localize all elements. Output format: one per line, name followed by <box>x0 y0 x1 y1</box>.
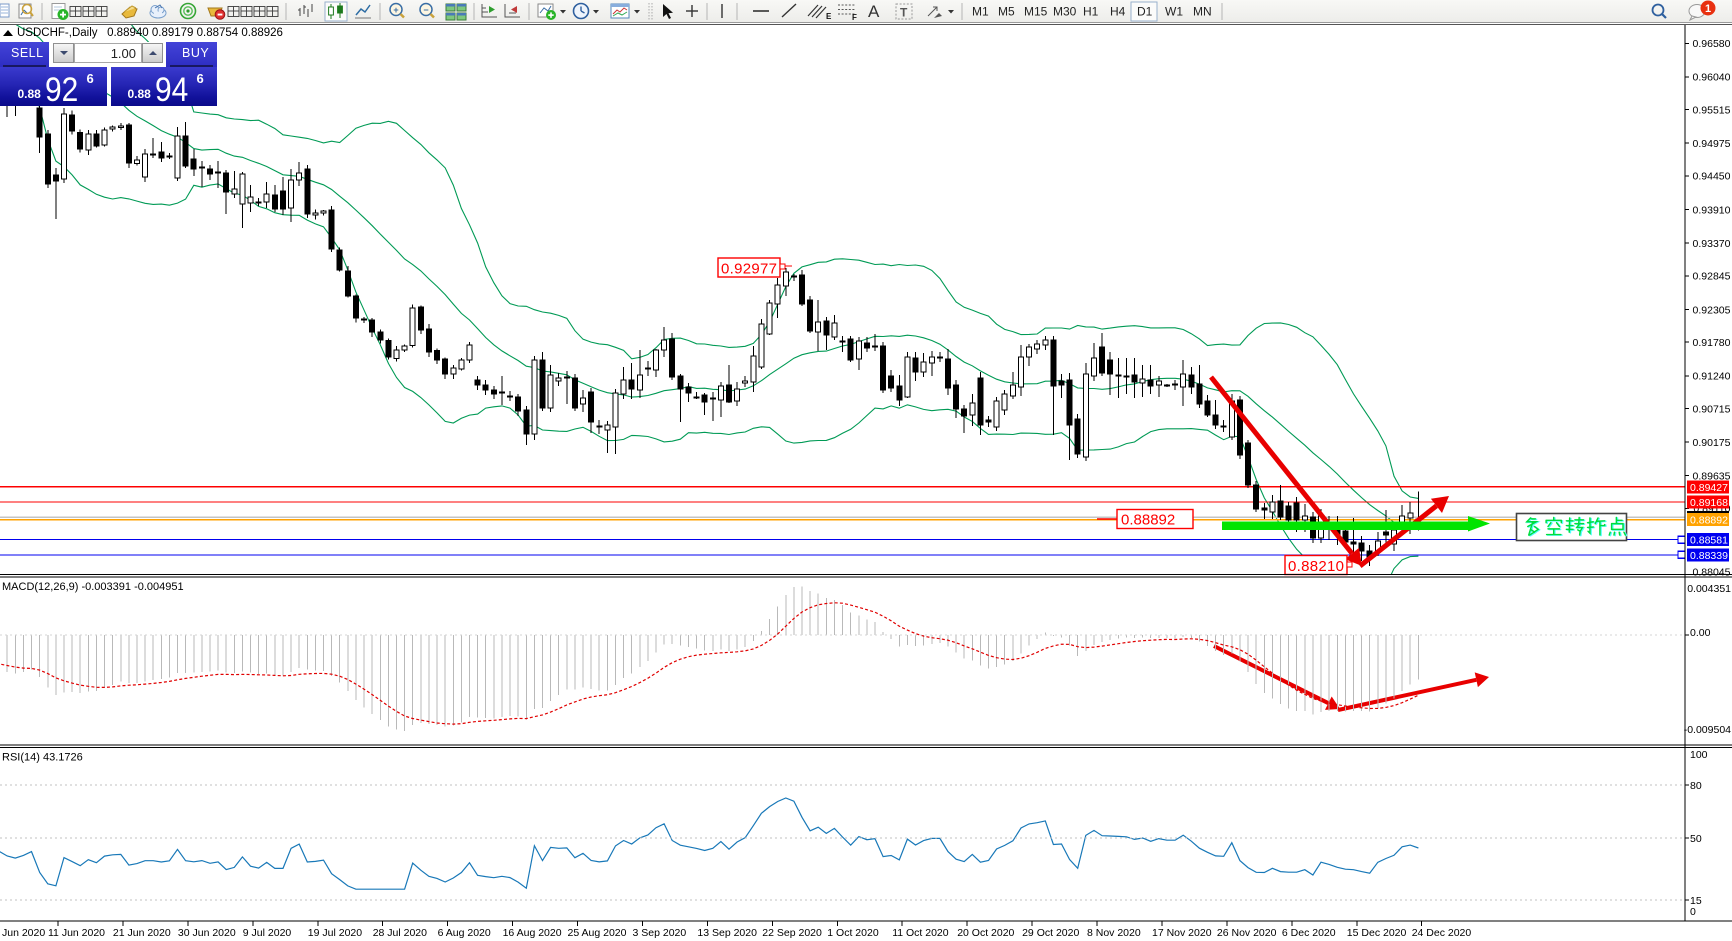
svg-text:MN: MN <box>1193 5 1212 19</box>
svg-text:M5: M5 <box>998 5 1015 19</box>
svg-text:0.92845: 0.92845 <box>1693 271 1731 283</box>
svg-text:0.88892: 0.88892 <box>1690 515 1728 527</box>
svg-text:-0.009504: -0.009504 <box>1684 724 1731 736</box>
svg-text:M30: M30 <box>1053 5 1077 19</box>
svg-text:0.00: 0.00 <box>1690 627 1711 639</box>
svg-text:0.95515: 0.95515 <box>1693 104 1731 116</box>
svg-text:0.88892: 0.88892 <box>1121 512 1175 529</box>
svg-text:8 Nov 2020: 8 Nov 2020 <box>1087 927 1141 939</box>
svg-text:Jun 2020: Jun 2020 <box>2 927 45 939</box>
svg-text:6 Aug 2020: 6 Aug 2020 <box>438 927 491 939</box>
svg-text:E: E <box>826 12 832 21</box>
svg-text:0: 0 <box>1690 906 1696 918</box>
svg-text:15: 15 <box>1690 895 1702 907</box>
svg-text:24 Dec 2020: 24 Dec 2020 <box>1412 927 1472 939</box>
svg-text:0.93370: 0.93370 <box>1693 238 1731 250</box>
svg-text:0.89635: 0.89635 <box>1693 471 1731 483</box>
svg-text:11 Oct 2020: 11 Oct 2020 <box>892 927 949 939</box>
svg-text:1 Oct 2020: 1 Oct 2020 <box>827 927 879 939</box>
svg-text:80: 80 <box>1690 780 1702 792</box>
svg-text:6 Dec 2020: 6 Dec 2020 <box>1282 927 1336 939</box>
svg-text:25 Aug 2020: 25 Aug 2020 <box>568 927 627 939</box>
svg-text:A: A <box>868 2 880 21</box>
svg-text:0.89427: 0.89427 <box>1690 482 1728 494</box>
svg-text:0.88210: 0.88210 <box>1288 558 1344 575</box>
svg-text:0.88581: 0.88581 <box>1690 535 1728 547</box>
svg-text:0.96040: 0.96040 <box>1693 72 1731 84</box>
svg-text:H1: H1 <box>1083 5 1099 19</box>
svg-text:0.88045: 0.88045 <box>1693 566 1731 578</box>
svg-text:3 Sep 2020: 3 Sep 2020 <box>633 927 687 939</box>
svg-text:0.92305: 0.92305 <box>1693 304 1731 316</box>
svg-text:0.92977: 0.92977 <box>721 261 777 278</box>
svg-text:11 Jun 2020: 11 Jun 2020 <box>48 927 105 939</box>
svg-text:F: F <box>852 13 857 22</box>
svg-text:MACD(12,26,9) -0.003391 -0.004: MACD(12,26,9) -0.003391 -0.004951 <box>2 581 184 593</box>
svg-text:0.89168: 0.89168 <box>1690 497 1728 509</box>
svg-text:50: 50 <box>1690 833 1702 845</box>
svg-text:13 Sep 2020: 13 Sep 2020 <box>697 927 757 939</box>
svg-text:0.91240: 0.91240 <box>1693 371 1731 383</box>
svg-text:M15: M15 <box>1024 5 1048 19</box>
svg-text:0.94975: 0.94975 <box>1693 138 1731 150</box>
svg-text:15 Dec 2020: 15 Dec 2020 <box>1347 927 1407 939</box>
svg-text:0.93910: 0.93910 <box>1693 204 1731 216</box>
svg-text:28 Jul 2020: 28 Jul 2020 <box>373 927 427 939</box>
svg-text:16 Aug 2020: 16 Aug 2020 <box>503 927 562 939</box>
svg-text:RSI(14) 43.1726: RSI(14) 43.1726 <box>2 752 83 764</box>
svg-text:−: − <box>423 5 428 15</box>
svg-text:0.004351: 0.004351 <box>1687 583 1731 595</box>
svg-text:0.90175: 0.90175 <box>1693 437 1731 449</box>
svg-text:W1: W1 <box>1165 5 1183 19</box>
svg-text:30 Jun 2020: 30 Jun 2020 <box>178 927 236 939</box>
svg-text:+: + <box>393 5 398 15</box>
svg-text:0.90715: 0.90715 <box>1693 403 1731 415</box>
svg-text:21 Jun 2020: 21 Jun 2020 <box>113 927 171 939</box>
svg-text:0.94450: 0.94450 <box>1693 171 1731 183</box>
svg-text:1: 1 <box>1705 3 1711 15</box>
svg-text:0.91780: 0.91780 <box>1693 337 1731 349</box>
svg-text:19 Jul 2020: 19 Jul 2020 <box>308 927 362 939</box>
svg-text:22 Sep 2020: 22 Sep 2020 <box>762 927 822 939</box>
svg-text:D1: D1 <box>1137 5 1153 19</box>
svg-text:20 Oct 2020: 20 Oct 2020 <box>957 927 1014 939</box>
svg-text:29 Oct 2020: 29 Oct 2020 <box>1022 927 1079 939</box>
svg-text:0.96580: 0.96580 <box>1693 38 1731 50</box>
svg-text:100: 100 <box>1690 749 1708 761</box>
svg-text:T: T <box>900 6 908 20</box>
svg-text:9 Jul 2020: 9 Jul 2020 <box>243 927 292 939</box>
svg-text:26 Nov 2020: 26 Nov 2020 <box>1217 927 1277 939</box>
svg-text:17 Nov 2020: 17 Nov 2020 <box>1152 927 1212 939</box>
svg-text:H4: H4 <box>1110 5 1126 19</box>
svg-text:M1: M1 <box>972 5 989 19</box>
svg-text:0.88339: 0.88339 <box>1690 550 1728 562</box>
